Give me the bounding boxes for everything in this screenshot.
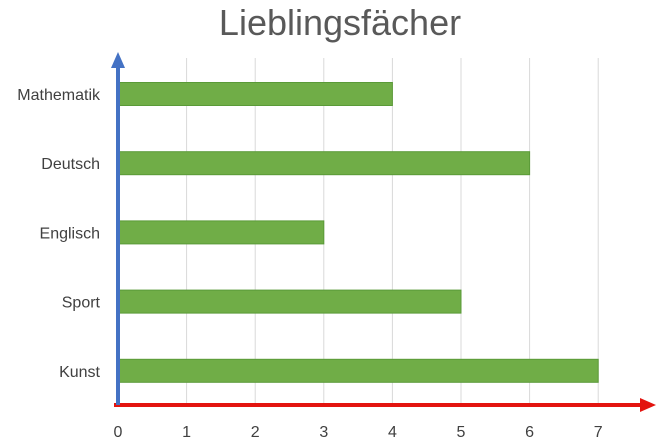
x-tick-label: 0 <box>114 424 123 441</box>
bar <box>117 151 531 176</box>
x-tick-label: 1 <box>182 424 191 441</box>
bars <box>117 82 599 383</box>
category-label: Kunst <box>59 364 100 381</box>
category-label: Mathematik <box>17 87 101 104</box>
labels: Mathematik Deutsch Englisch Sport Kunst 0 1 2 3 4… <box>17 87 602 441</box>
category-label: Sport <box>62 295 101 312</box>
chart-title: Lieblingsfächer <box>218 2 462 43</box>
bar <box>117 82 393 106</box>
category-label: Englisch <box>40 225 100 242</box>
y-axis-arrowhead <box>111 52 125 68</box>
x-tick-label: 3 <box>319 424 328 441</box>
x-tick-label: 5 <box>457 424 466 441</box>
x-axis-arrowhead <box>640 398 656 412</box>
bar <box>117 289 462 314</box>
category-label: Deutsch <box>41 156 100 173</box>
bar <box>117 220 325 245</box>
axes <box>111 52 656 412</box>
x-tick-label: 6 <box>525 424 534 441</box>
x-tick-label: 2 <box>251 424 260 441</box>
bar <box>117 358 599 383</box>
x-tick-label: 7 <box>594 424 603 441</box>
x-tick-label: 4 <box>388 424 397 441</box>
